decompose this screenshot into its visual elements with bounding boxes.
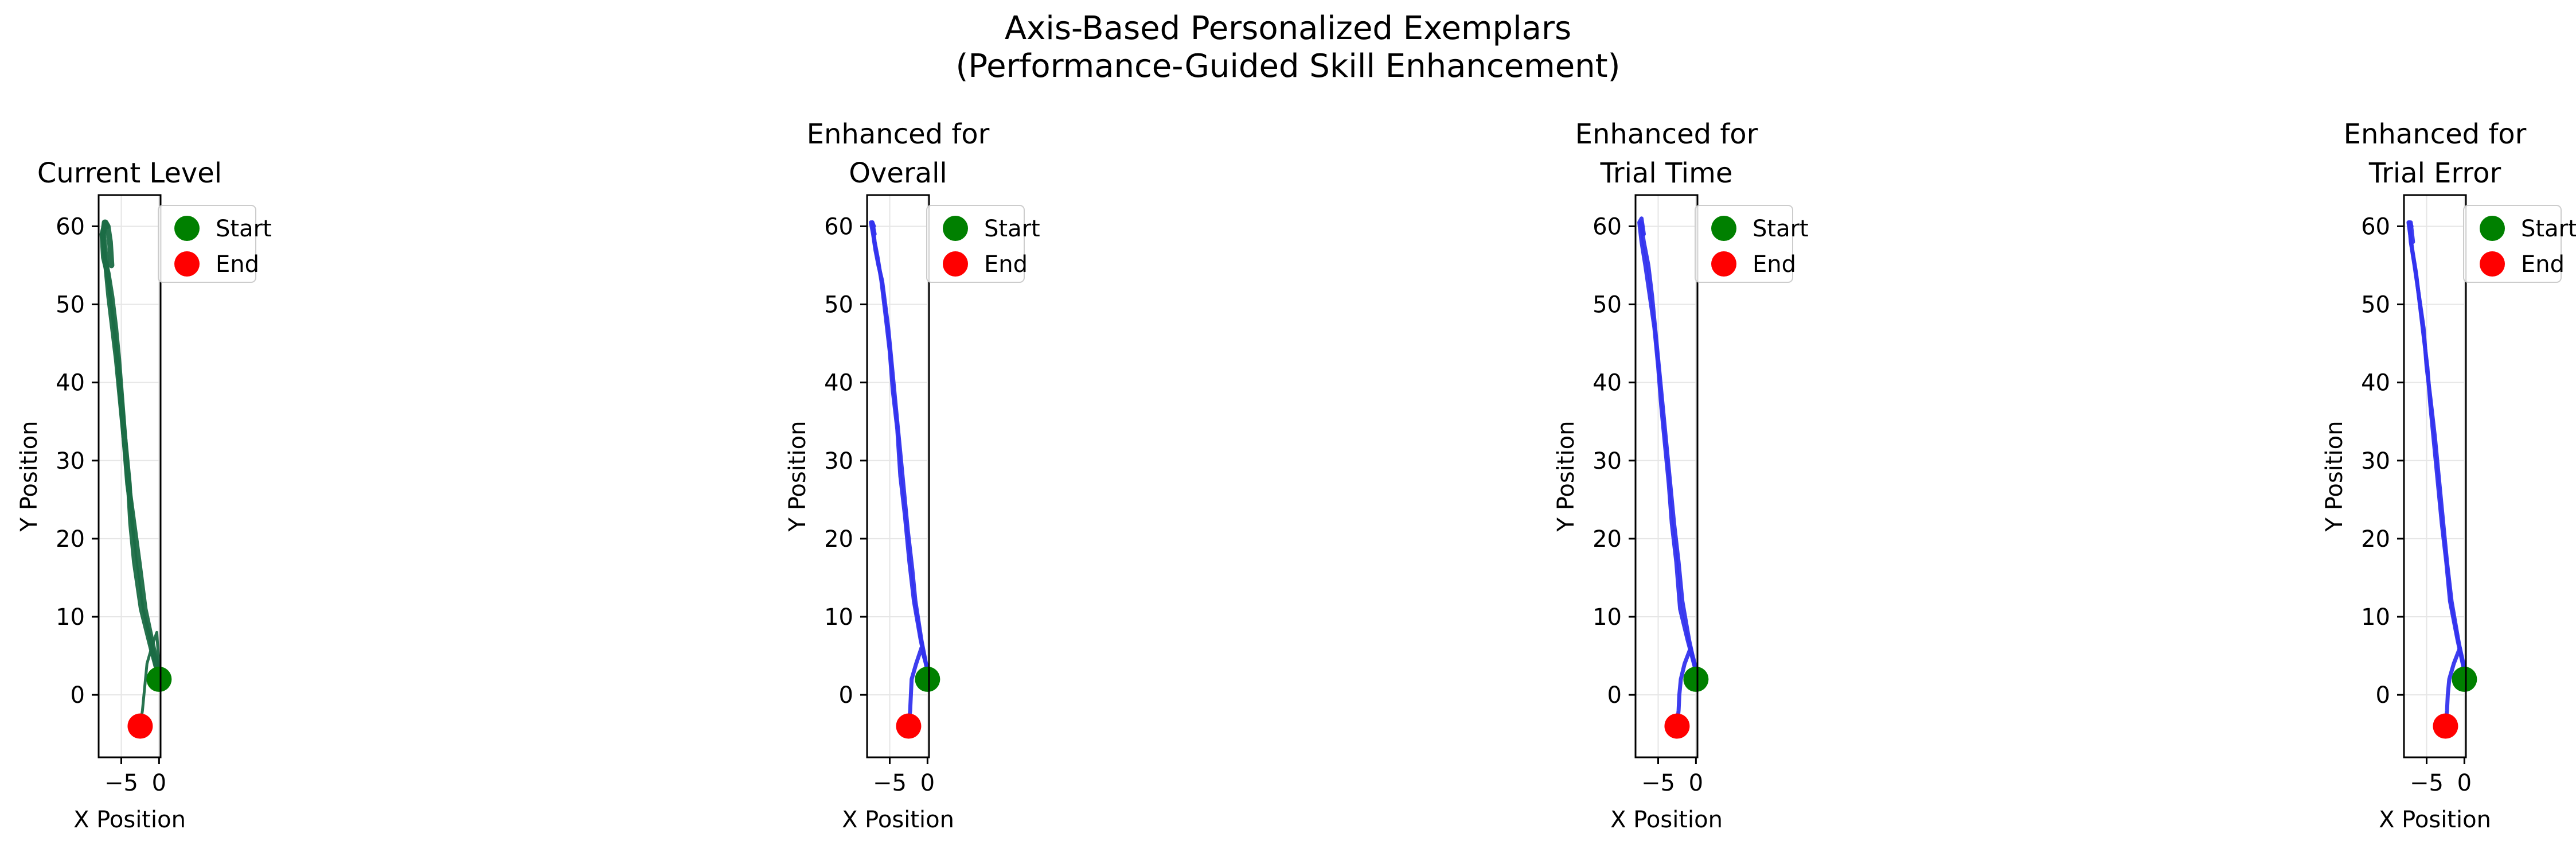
trajectory-group (2406, 220, 2466, 729)
y-tick-label: 40 (2361, 370, 2390, 396)
start-marker (146, 666, 172, 692)
trajectory-line (138, 631, 161, 728)
legend-start-marker (1711, 216, 1736, 241)
chart-panel-3: Enhanced for Trial Time 0 10 20 30 40 50 60 −5 0 X … (1553, 118, 1809, 833)
panel-title: Enhanced for (1575, 118, 1758, 150)
y-tick-label: 60 (56, 213, 85, 240)
start-marker (2452, 666, 2477, 692)
end-marker (2433, 713, 2458, 739)
legend-label-start: Start (984, 216, 1040, 242)
y-tick-label: 10 (56, 604, 85, 631)
y-tick-label: 30 (824, 448, 853, 474)
chart-panel-4: Enhanced for Trial Error 0 10 20 30 40 50 60 −5 0 X… (2321, 118, 2576, 833)
axes-frame (2403, 194, 2467, 758)
figure-title-line1: Axis-Based Personalized Exemplars (1005, 10, 1571, 47)
end-marker (896, 713, 922, 739)
y-tick-label: 50 (1593, 292, 1622, 318)
x-axis-label: X Position (842, 807, 954, 833)
y-tick-label: 50 (56, 292, 85, 318)
x-tick-label: −5 (104, 770, 138, 796)
trajectory-group (99, 219, 161, 728)
start-marker (1683, 666, 1709, 692)
trajectory-group (869, 220, 929, 729)
y-tick-label: 10 (824, 604, 853, 631)
y-tick-label: 20 (56, 526, 85, 553)
legend-label-start: Start (216, 216, 272, 242)
y-tick-label: 10 (1593, 604, 1622, 631)
x-axis-label: X Position (2379, 807, 2491, 833)
y-tick-label: 30 (56, 448, 85, 474)
x-axis-label: X Position (73, 807, 186, 833)
trajectory-line (100, 219, 161, 682)
axes-frame (1634, 194, 1699, 758)
y-tick-label: 50 (824, 292, 853, 318)
legend-label-start: Start (1753, 216, 1809, 242)
y-tick-label: 20 (2361, 526, 2390, 553)
legend-label-end: End (2521, 251, 2565, 278)
y-axis-label: Y Position (16, 421, 42, 532)
legend-label-start: Start (2521, 216, 2576, 242)
panel-title: Enhanced for (2344, 118, 2527, 150)
panel-title: Overall (849, 157, 947, 189)
legend-end-marker (943, 251, 968, 277)
y-tick-label: 30 (2361, 448, 2390, 474)
end-marker (1664, 713, 1690, 739)
legend-end-marker (174, 251, 200, 277)
y-tick-label: 50 (2361, 292, 2390, 318)
trajectory-line (1675, 645, 1697, 729)
trajectory-line (870, 220, 929, 674)
y-tick-label: 40 (824, 370, 853, 396)
y-tick-label: 20 (824, 526, 853, 553)
legend-end-marker (2480, 251, 2505, 277)
panel-title: Current Level (37, 157, 222, 189)
y-tick-label: 20 (1593, 526, 1622, 553)
y-tick-label: 60 (1593, 213, 1622, 240)
trajectory-group (1637, 216, 1697, 729)
panel-title: Enhanced for (807, 118, 990, 150)
x-tick-label: −5 (1641, 770, 1675, 796)
trajectory-line (1638, 220, 1697, 674)
x-tick-label: −5 (2410, 770, 2444, 796)
y-tick-label: 0 (2376, 682, 2390, 709)
trajectory-line (2407, 220, 2466, 674)
axes-frame (866, 194, 930, 758)
end-marker (127, 713, 153, 739)
legend-label-end: End (216, 251, 259, 278)
x-tick-label: 0 (1689, 770, 1703, 796)
x-tick-label: −5 (873, 770, 907, 796)
axes-frame (97, 194, 162, 758)
y-axis-label: Y Position (784, 421, 811, 532)
y-axis-label: Y Position (2321, 421, 2348, 532)
start-marker (915, 666, 940, 692)
panel-title: Trial Time (1600, 157, 1733, 189)
legend-end-marker (1711, 251, 1736, 277)
panel-title: Trial Error (2368, 157, 2501, 189)
y-tick-label: 40 (56, 370, 85, 396)
y-axis-label: Y Position (1553, 421, 1579, 532)
chart-panel-2: Enhanced for Overall 0 10 20 30 40 50 60 −5 0 X Pos… (784, 118, 1040, 833)
x-axis-label: X Position (1610, 807, 1723, 833)
y-tick-label: 0 (71, 682, 85, 709)
legend-start-marker (2480, 216, 2505, 241)
y-tick-label: 60 (2361, 213, 2390, 240)
y-tick-label: 10 (2361, 604, 2390, 631)
x-tick-label: 0 (920, 770, 935, 796)
x-tick-label: 0 (152, 770, 166, 796)
legend-label-end: End (1753, 251, 1796, 278)
figure-title-line2: (Performance-Guided Skill Enhancement) (956, 48, 1621, 85)
x-tick-label: 0 (2457, 770, 2472, 796)
legend-label-end: End (984, 251, 1028, 278)
y-tick-label: 0 (1607, 682, 1622, 709)
y-tick-label: 30 (1593, 448, 1622, 474)
y-tick-label: 0 (839, 682, 853, 709)
trajectory-line (906, 645, 929, 729)
trajectory-line (2443, 645, 2466, 729)
chart-panel-1: Current Level 0 10 20 30 40 50 60 −5 0 X Position Y… (16, 157, 272, 833)
legend-start-marker (174, 216, 200, 241)
y-tick-label: 60 (824, 213, 853, 240)
legend-start-marker (943, 216, 968, 241)
y-tick-label: 40 (1593, 370, 1622, 396)
